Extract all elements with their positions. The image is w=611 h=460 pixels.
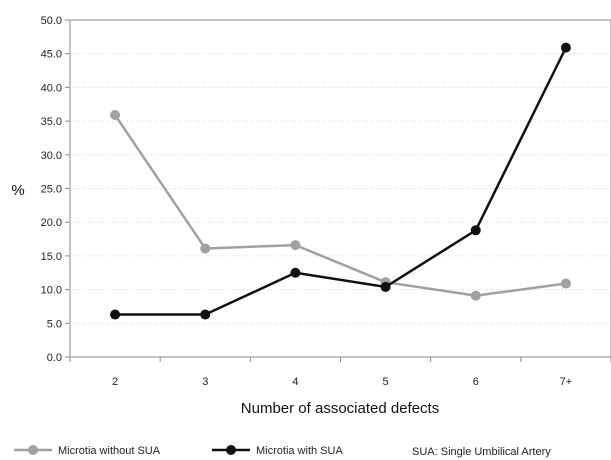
legend-item: Microtia without SUA [14, 445, 161, 457]
series-line [114, 114, 567, 297]
data-point [470, 225, 481, 236]
x-axis-label: Number of associated defects [241, 400, 439, 417]
y-axis-label: % [11, 182, 24, 199]
y-tick-label: 5.0 [47, 318, 62, 330]
y-tick-label: 0.0 [47, 352, 62, 364]
gridlines [70, 53, 611, 324]
series-1 [110, 110, 571, 301]
legend-swatch-marker [226, 445, 236, 455]
data-point [110, 309, 121, 320]
data-point [290, 267, 301, 278]
y-tick-label: 20.0 [41, 217, 62, 229]
legend-label: Microtia with SUA [256, 445, 343, 457]
x-axis-ticks: 2 3 4 5 6 7+ [69, 357, 611, 388]
data-point [200, 243, 211, 254]
y-tick-label: 30.0 [41, 150, 62, 162]
data-point [200, 309, 211, 320]
x-tick-label: 6 [473, 376, 479, 388]
series-line [115, 47, 568, 316]
y-tick-label: 10.0 [41, 285, 62, 297]
series-2 [110, 42, 571, 320]
x-tick-label: 4 [292, 376, 298, 388]
series-layer [110, 42, 571, 320]
legend-note: SUA: Single Umbilical Artery [412, 446, 551, 458]
data-point [380, 281, 391, 292]
y-tick-label: 15.0 [41, 251, 62, 263]
legend-label: Microtia without SUA [58, 445, 161, 457]
legend-item: Microtia with SUA [212, 445, 343, 457]
data-point [560, 278, 571, 289]
data-point [290, 240, 301, 251]
x-tick-label: 2 [112, 376, 118, 388]
x-tick-label: 5 [383, 376, 389, 388]
y-tick-label: 25.0 [41, 184, 62, 196]
data-point [110, 110, 121, 121]
y-tick-label: 50.0 [41, 15, 62, 27]
y-tick-label: 45.0 [41, 49, 62, 61]
data-point [470, 290, 481, 301]
y-axis-ticks: 0.0 5.0 10.0 15.0 20.0 25.0 30.0 35.0 40.0 45.0 50… [41, 15, 70, 364]
x-tick-label: 3 [202, 376, 208, 388]
y-tick-label: 35.0 [41, 116, 62, 128]
data-point [560, 42, 571, 53]
y-tick-label: 40.0 [41, 82, 62, 94]
x-tick-label: 7+ [560, 376, 573, 388]
legend: Microtia without SUA Microtia with SUA [14, 445, 343, 457]
legend-swatch-marker [28, 445, 38, 455]
